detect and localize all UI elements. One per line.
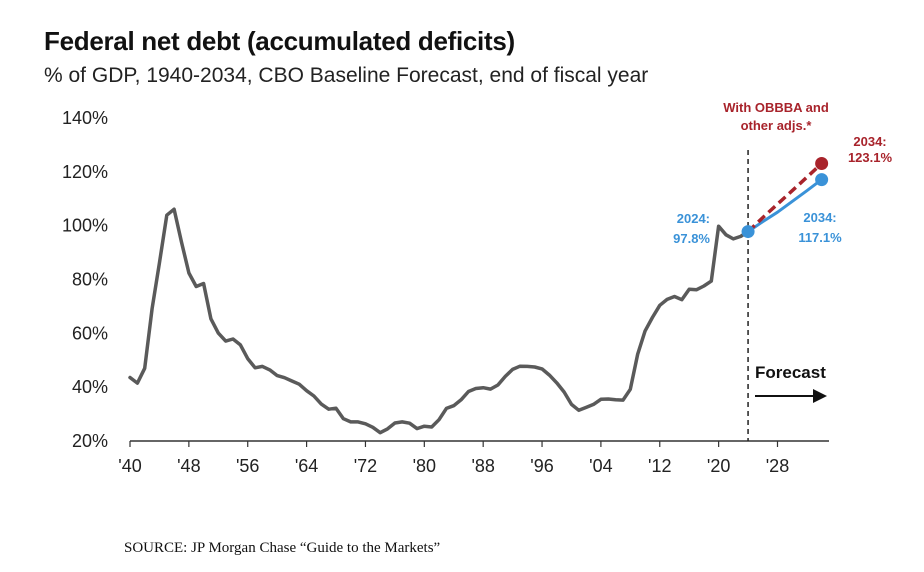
source-note: SOURCE: JP Morgan Chase “Guide to the Ma… [124,540,441,556]
obbba-note-line2: other adjs.* [741,118,813,133]
blue-start-marker [741,225,755,239]
y-tick-label: 80% [72,270,108,290]
blue-end-year-label: 2034: [803,210,836,225]
x-tick-label: '64 [295,456,318,476]
y-tick-label: 140% [62,108,108,128]
x-tick-label: '72 [354,456,377,476]
y-tick-label: 100% [62,216,108,236]
forecast-arrow-head [813,389,827,403]
blue-start-value-label: 97.8% [673,231,710,246]
series-group [128,162,824,435]
red-end-value-label: 123.1% [848,150,893,165]
y-tick-label: 60% [72,323,108,343]
red-end-year-label: 2034: [853,134,886,149]
red-end-marker [815,156,829,170]
debt-line-chart: 20% 40% 60% 80% 100% 120% 140% '40 '48 '56 '64 '72… [62,100,893,476]
y-tick-label: 120% [62,162,108,182]
cbo-baseline-line [746,178,824,234]
x-axis-ticks: '40 '48 '56 '64 '72 '80 '88 '96 '04 '12 '20 '28 [118,441,789,476]
y-tick-label: 20% [72,431,108,451]
forecast-label: Forecast [755,363,826,382]
y-tick-label: 40% [72,377,108,397]
x-tick-label: '88 [471,456,494,476]
x-tick-label: '12 [648,456,671,476]
blue-start-year-label: 2024: [677,211,710,226]
blue-end-value-label: 117.1% [798,230,842,245]
x-tick-label: '48 [177,456,200,476]
x-tick-label: '96 [530,456,553,476]
x-tick-label: '56 [236,456,259,476]
x-tick-label: '28 [766,456,789,476]
x-tick-label: '80 [413,456,436,476]
obbba-adjusted-line [746,162,823,233]
x-tick-label: '04 [589,456,612,476]
x-tick-label: '20 [707,456,730,476]
historical-debt-line [128,207,750,435]
chart-subtitle: % of GDP, 1940-2034, CBO Baseline Foreca… [44,64,649,87]
y-axis-ticks: 20% 40% 60% 80% 100% 120% 140% [62,108,108,451]
x-tick-label: '40 [118,456,141,476]
blue-end-marker [815,173,829,187]
endpoint-markers [741,156,829,239]
chart-title: Federal net debt (accumulated deficits) [44,26,515,56]
obbba-note-line1: With OBBBA and [723,100,829,115]
